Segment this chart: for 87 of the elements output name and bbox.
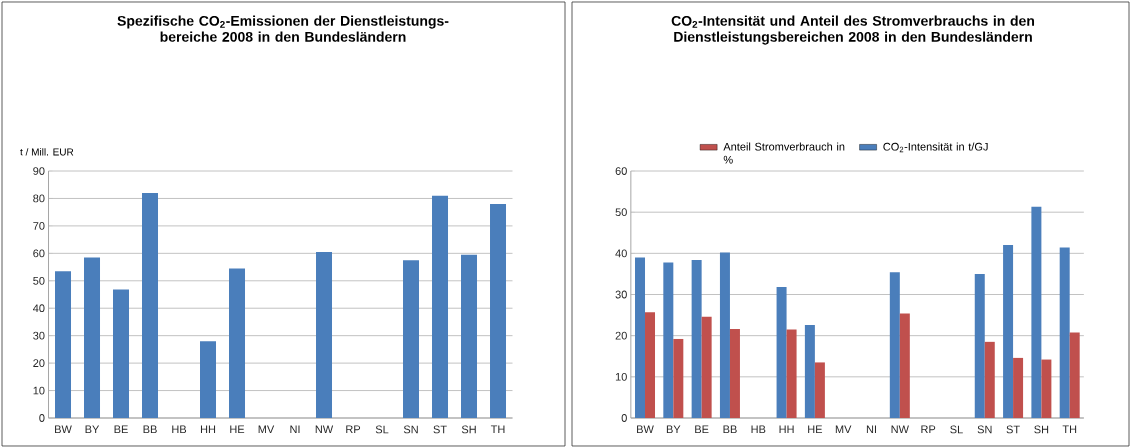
x-tick-label: SN — [977, 425, 992, 434]
bar — [229, 268, 246, 418]
bar — [673, 338, 684, 418]
bar — [432, 195, 449, 418]
x-tick-label: SL — [950, 425, 963, 434]
chart-title: CO$_{2}$-Intensität und Anteil des Stromverbrauchs in den Dienstleistungsbereichen 2008 in den Bundesländern — [671, 15, 1035, 45]
y-tick-label: 20 — [615, 331, 627, 340]
bar — [729, 329, 740, 418]
bar — [814, 362, 825, 418]
bar — [663, 262, 674, 418]
bar — [899, 313, 910, 418]
y-tick-label: 90 — [33, 167, 45, 175]
y-tick-label: 50 — [615, 208, 627, 217]
y-tick-label: 60 — [615, 167, 627, 175]
y-tick-label: 0 — [39, 414, 45, 422]
x-tick-label: TH — [1062, 425, 1077, 434]
x-tick-label: SL — [375, 425, 389, 434]
x-tick-label: BB — [723, 425, 737, 434]
x-tick-label: MV — [835, 425, 852, 434]
bar — [889, 272, 900, 418]
chart-title: Spezifische CO$_{2}$-Emissionen der Dienstleistungs-bereiche 2008 in den Bundesländern — [117, 15, 449, 42]
bar — [1069, 332, 1080, 418]
x-tick-label: BE — [114, 425, 128, 434]
x-tick-label: BY — [85, 425, 100, 434]
bar — [403, 260, 420, 418]
x-tick-label: SH — [461, 425, 476, 434]
bar — [490, 203, 507, 418]
bar — [461, 254, 478, 418]
x-tick-label: RP — [346, 425, 361, 434]
bar — [1013, 357, 1024, 418]
bar — [719, 252, 730, 418]
x-tick-label: TH — [490, 425, 505, 434]
legend-label: CO$_{2}$-Intensität in t/GJ — [883, 142, 988, 153]
y-tick-label: 10 — [615, 372, 627, 381]
x-tick-label: HH — [779, 425, 794, 434]
bar — [113, 289, 130, 418]
y-tick-label: 20 — [33, 359, 45, 368]
y-tick-label: 40 — [615, 249, 627, 258]
bar — [984, 341, 995, 418]
x-tick-label: ST — [433, 425, 447, 434]
bar — [804, 324, 815, 418]
x-tick-label: BW — [55, 425, 72, 434]
x-tick-label: MV — [258, 425, 275, 434]
bar — [1059, 247, 1070, 418]
y-tick-label: 40 — [32, 304, 45, 313]
y-tick-label: 70 — [33, 222, 45, 230]
x-tick-label: BY — [666, 425, 681, 434]
x-tick-label: HB — [172, 425, 187, 434]
bar — [55, 271, 72, 418]
bar — [1031, 206, 1042, 418]
x-tick-label: NW — [315, 425, 334, 434]
x-tick-label: NI — [866, 425, 876, 434]
bar — [200, 341, 217, 418]
bar — [635, 257, 646, 418]
bar — [84, 257, 101, 418]
bar — [316, 251, 333, 418]
bar — [974, 273, 985, 418]
legend-label: Anteil Stromverbrauch in % — [723, 142, 845, 164]
x-tick-label: SH — [1034, 425, 1049, 434]
x-tick-label: RP — [921, 425, 936, 434]
x-tick-label: BE — [695, 425, 709, 434]
x-tick-label: HB — [751, 425, 766, 434]
x-tick-label: HE — [808, 425, 823, 434]
y-tick-label: 80 — [33, 194, 45, 203]
x-tick-label: BW — [637, 425, 654, 434]
bar — [645, 312, 656, 418]
bar — [701, 316, 712, 418]
x-tick-label: ST — [1006, 425, 1020, 434]
y-tick-label: 50 — [33, 276, 45, 285]
y-tick-label: 0 — [621, 414, 627, 422]
bar — [786, 329, 797, 418]
x-tick-label: HH — [200, 425, 216, 434]
bar — [1003, 245, 1014, 418]
bar — [142, 192, 159, 418]
y-tick-label: 60 — [33, 249, 45, 258]
y-tick-label: 30 — [615, 290, 627, 299]
bar — [1041, 359, 1052, 418]
x-tick-label: SN — [403, 425, 418, 434]
bar — [691, 259, 702, 418]
x-tick-label: HE — [230, 425, 245, 434]
x-tick-label: BB — [143, 425, 157, 434]
y-tick-label: 30 — [33, 331, 45, 340]
bar — [776, 287, 787, 418]
x-tick-label: NI — [290, 425, 300, 434]
x-tick-label: NW — [891, 425, 909, 434]
y-tick-label: 10 — [33, 386, 45, 395]
y-axis-title: t / Mill. EUR — [20, 148, 74, 156]
